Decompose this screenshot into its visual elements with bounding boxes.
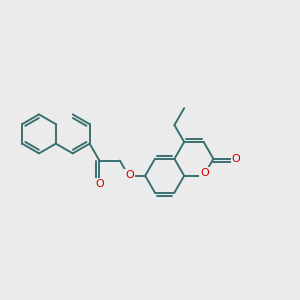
Text: O: O: [95, 179, 104, 189]
Text: O: O: [125, 170, 134, 180]
Text: O: O: [200, 168, 209, 178]
Text: O: O: [232, 154, 241, 164]
